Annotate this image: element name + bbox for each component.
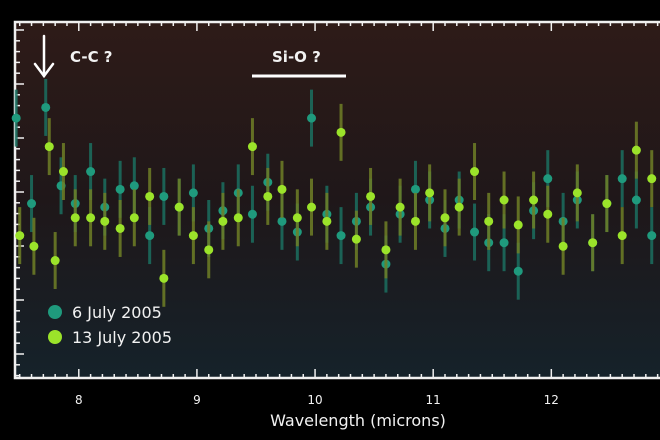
data-point: [543, 174, 553, 184]
data-point: [322, 216, 332, 226]
x-axis-label: Wavelength (microns): [270, 411, 446, 430]
x-tick-label: 8: [75, 393, 83, 407]
data-point: [70, 213, 80, 223]
data-point: [145, 191, 155, 201]
legend-marker-6-july: [48, 305, 62, 319]
data-point: [410, 216, 420, 226]
plot-frame: [13, 20, 660, 380]
data-point: [86, 167, 96, 177]
data-point: [86, 213, 96, 223]
data-point: [366, 191, 376, 201]
data-point: [454, 202, 464, 212]
data-point: [513, 220, 523, 230]
data-point: [617, 231, 627, 241]
data-point: [336, 231, 346, 241]
data-point: [631, 145, 641, 155]
data-point: [41, 102, 51, 112]
data-marks: [11, 78, 657, 307]
data-point: [617, 174, 627, 184]
data-point: [558, 241, 568, 251]
data-point: [484, 216, 494, 226]
x-tick-label: 9: [193, 393, 201, 407]
data-point: [410, 184, 420, 194]
data-point: [11, 113, 21, 123]
sio-annotation: Si-O ?: [272, 48, 321, 66]
data-point: [29, 241, 39, 251]
data-point: [115, 223, 125, 233]
data-point: [204, 245, 214, 255]
legend-marker-13-july: [48, 330, 62, 344]
data-point: [50, 256, 60, 266]
legend-label-13-july: 13 July 2005: [72, 328, 172, 347]
data-point: [588, 238, 598, 248]
data-point: [247, 209, 257, 219]
data-point: [44, 142, 54, 152]
data-point: [129, 213, 139, 223]
cc-annotation: C-C ?: [70, 48, 113, 66]
data-point: [218, 216, 228, 226]
data-point: [15, 231, 25, 241]
data-point: [470, 167, 480, 177]
data-point: [543, 209, 553, 219]
data-point: [292, 213, 302, 223]
legend: 6 July 2005 13 July 2005: [48, 303, 172, 347]
data-point: [647, 231, 657, 241]
data-point: [381, 245, 391, 255]
data-point: [395, 202, 405, 212]
data-point: [470, 227, 480, 237]
x-tick-label: 12: [544, 393, 559, 407]
data-point: [647, 174, 657, 184]
data-point: [499, 195, 509, 205]
data-point: [529, 195, 539, 205]
data-point: [247, 142, 257, 152]
data-point: [572, 188, 582, 198]
data-point: [513, 266, 523, 276]
data-point: [188, 188, 198, 198]
data-point: [425, 188, 435, 198]
data-point: [307, 202, 317, 212]
data-point: [145, 231, 155, 241]
data-point: [129, 181, 139, 191]
data-point: [233, 213, 243, 223]
data-point: [499, 238, 509, 248]
cc-arrow-icon: [33, 34, 55, 79]
x-tick-labels: 8 9 10 11 12: [75, 393, 559, 407]
data-point: [58, 167, 68, 177]
data-point: [307, 113, 317, 123]
data-point: [631, 195, 641, 205]
data-point: [27, 199, 37, 209]
data-point: [351, 234, 361, 244]
series-13-july-2005: [15, 103, 657, 307]
data-point: [174, 202, 184, 212]
x-tick-label: 11: [426, 393, 441, 407]
data-point: [277, 216, 287, 226]
data-point: [440, 213, 450, 223]
legend-label-6-july: 6 July 2005: [72, 303, 162, 322]
data-point: [263, 191, 273, 201]
data-point: [159, 191, 169, 201]
data-point: [602, 199, 612, 209]
data-point: [188, 231, 198, 241]
data-point: [336, 127, 346, 137]
data-point: [159, 273, 169, 283]
data-point: [100, 216, 110, 226]
data-point: [115, 184, 125, 194]
x-tick-label: 10: [307, 393, 322, 407]
data-point: [277, 184, 287, 194]
